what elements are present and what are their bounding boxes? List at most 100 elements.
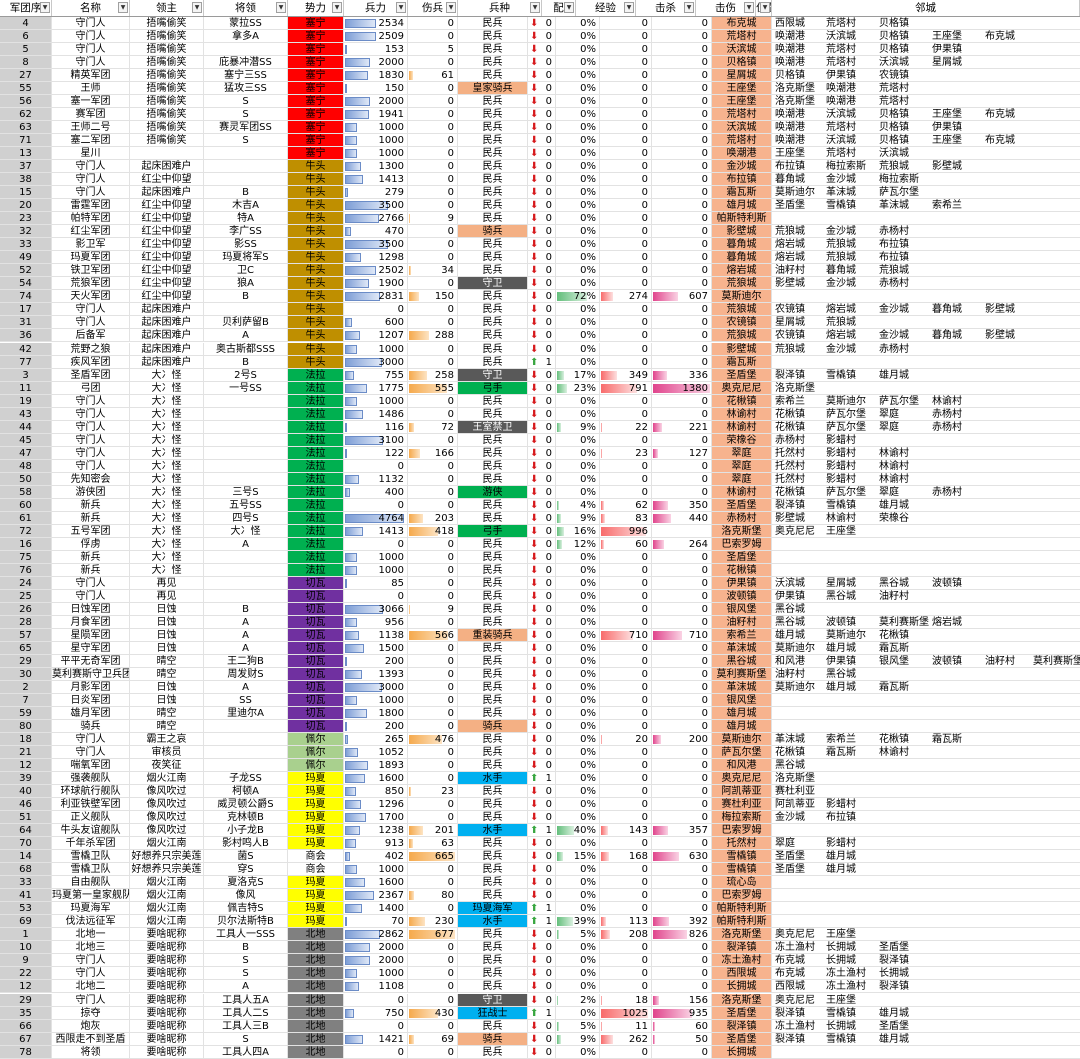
cell-location[interactable]: 莫利赛斯堡 — [712, 668, 772, 681]
cell-wounds-dealt[interactable]: 0 — [652, 889, 712, 902]
cell-troop-type[interactable]: 游侠 — [458, 486, 528, 499]
cell-general[interactable]: A — [204, 329, 288, 342]
cell-neighbor[interactable]: 霜瓦斯 — [823, 746, 876, 759]
cell-lord[interactable]: 烟火江南 — [130, 772, 204, 785]
cell-troops[interactable]: 1000 — [344, 121, 408, 134]
cell-wounds-dealt[interactable]: 0 — [652, 954, 712, 967]
cell-neighbor[interactable] — [982, 512, 1030, 525]
cell-general[interactable]: B — [204, 356, 288, 369]
cell-neighbor[interactable] — [876, 850, 929, 863]
cell-kills[interactable]: 0 — [600, 238, 652, 251]
cell-troop-type[interactable]: 弓手 — [458, 525, 528, 538]
cell-exp[interactable]: 0% — [556, 225, 600, 238]
cell-troop-type[interactable]: 民兵 — [458, 343, 528, 356]
cell-neighbor[interactable] — [929, 173, 982, 186]
cell-lord[interactable]: 要啥昵称 — [130, 967, 204, 980]
cell-neighbor[interactable] — [929, 850, 982, 863]
cell-config[interactable]: ⬆1 — [528, 824, 556, 837]
cell-neighbor[interactable]: 萨瓦尔堡 — [876, 186, 929, 199]
cell-neighbor[interactable] — [982, 629, 1030, 642]
cell-neighbor[interactable] — [982, 225, 1030, 238]
header-4[interactable]: 势力▼ — [288, 0, 344, 16]
cell-exp[interactable]: 0% — [556, 343, 600, 356]
cell-faction[interactable]: 法拉 — [288, 382, 344, 395]
cell-neighbor[interactable]: 雄月城 — [876, 369, 929, 382]
cell-exp[interactable]: 0% — [556, 603, 600, 616]
cell-config[interactable]: ⬇0 — [528, 395, 556, 408]
cell-troop-type[interactable]: 民兵 — [458, 655, 528, 668]
cell-troops[interactable]: 0 — [344, 1020, 408, 1033]
cell-neighbor[interactable] — [982, 1046, 1030, 1059]
cell-neighbor[interactable] — [876, 434, 929, 447]
cell-neighbor[interactable] — [1030, 759, 1080, 772]
cell-troops[interactable]: 2000 — [344, 941, 408, 954]
cell-neighbor[interactable] — [1030, 329, 1080, 342]
cell-neighbor[interactable] — [982, 980, 1030, 993]
cell-id[interactable]: 15 — [0, 186, 52, 199]
cell-wounds-dealt[interactable]: 200 — [652, 733, 712, 746]
cell-neighbor[interactable]: 萨瓦尔堡 — [823, 408, 876, 421]
cell-id[interactable]: 23 — [0, 212, 52, 225]
cell-config[interactable]: ⬇0 — [528, 329, 556, 342]
header-8[interactable]: 配▼ — [542, 0, 576, 16]
cell-general[interactable]: 菌S — [204, 850, 288, 863]
cell-location[interactable]: 沃滨城 — [712, 121, 772, 134]
cell-exp[interactable]: 15% — [556, 850, 600, 863]
cell-neighbor[interactable] — [823, 212, 876, 225]
cell-neighbor[interactable]: 裂泽镇 — [772, 499, 823, 512]
cell-name[interactable]: 俘虏 — [52, 538, 130, 551]
cell-wounds-dealt[interactable]: 0 — [652, 668, 712, 681]
cell-neighbor[interactable] — [982, 785, 1030, 798]
cell-neighbor[interactable] — [772, 902, 823, 915]
cell-neighbor[interactable]: 莫利赛斯堡 — [1030, 655, 1080, 668]
cell-exp[interactable]: 0% — [556, 980, 600, 993]
cell-exp[interactable]: 9% — [556, 1033, 600, 1046]
cell-general[interactable]: S — [204, 108, 288, 121]
cell-neighbor[interactable] — [929, 212, 982, 225]
cell-neighbor[interactable] — [1030, 460, 1080, 473]
cell-exp[interactable]: 0% — [556, 395, 600, 408]
cell-neighbor[interactable] — [1030, 447, 1080, 460]
cell-general[interactable]: 柯顿A — [204, 785, 288, 798]
cell-name[interactable]: 塞二军团 — [52, 134, 130, 147]
cell-troop-type[interactable]: 民兵 — [458, 694, 528, 707]
cell-neighbor[interactable] — [1030, 694, 1080, 707]
cell-lord[interactable]: 夜笑征 — [130, 759, 204, 772]
cell-config[interactable]: ⬆1 — [528, 915, 556, 928]
cell-troops[interactable]: 1600 — [344, 876, 408, 889]
cell-general[interactable] — [204, 147, 288, 160]
cell-troops[interactable]: 1393 — [344, 668, 408, 681]
header-1[interactable]: 名称▼ — [52, 0, 130, 16]
cell-troops[interactable]: 1413 — [344, 173, 408, 186]
cell-faction[interactable]: 北地 — [288, 954, 344, 967]
cell-troops[interactable]: 1000 — [344, 147, 408, 160]
cell-neighbor[interactable] — [929, 720, 982, 733]
cell-neighbor[interactable]: 荒塔村 — [876, 82, 929, 95]
cell-wounded[interactable]: 0 — [408, 238, 458, 251]
cell-location[interactable]: 布克城 — [712, 17, 772, 30]
cell-lord[interactable]: 像风吹过 — [130, 798, 204, 811]
cell-lord[interactable]: 烟火江南 — [130, 876, 204, 889]
cell-name[interactable]: 先知密会 — [52, 473, 130, 486]
cell-troops[interactable]: 1941 — [344, 108, 408, 121]
cell-id[interactable]: 33 — [0, 238, 52, 251]
cell-neighbor[interactable] — [1030, 629, 1080, 642]
cell-exp[interactable]: 16% — [556, 525, 600, 538]
cell-neighbor[interactable]: 农镜镇 — [772, 303, 823, 316]
cell-kills[interactable]: 23 — [600, 447, 652, 460]
cell-location[interactable]: 林谕村 — [712, 421, 772, 434]
cell-exp[interactable]: 0% — [556, 785, 600, 798]
cell-neighbor[interactable] — [772, 551, 823, 564]
cell-neighbor[interactable]: 布拉镇 — [772, 160, 823, 173]
cell-troop-type[interactable]: 骑兵 — [458, 720, 528, 733]
cell-troops[interactable]: 1132 — [344, 473, 408, 486]
cell-neighbor[interactable]: 雄月城 — [876, 499, 929, 512]
cell-neighbor[interactable] — [982, 395, 1030, 408]
header-3[interactable]: 将领▼ — [204, 0, 288, 16]
cell-config[interactable]: ⬇0 — [528, 225, 556, 238]
cell-neighbor[interactable] — [929, 941, 982, 954]
cell-neighbor[interactable]: 雪橇镇 — [823, 1033, 876, 1046]
cell-kills[interactable]: 0 — [600, 577, 652, 590]
